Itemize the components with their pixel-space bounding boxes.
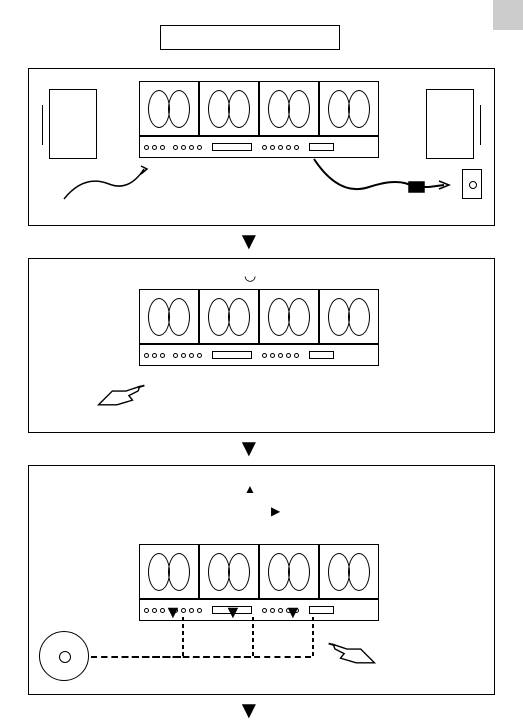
flow-arrow-1: ▼ bbox=[237, 228, 261, 256]
play-icon: ▶ bbox=[271, 504, 280, 518]
pointing-hand-icon bbox=[94, 371, 149, 416]
eject-icon: ▲ bbox=[244, 482, 256, 496]
flow-arrow-3: ▼ bbox=[237, 697, 261, 725]
speaker-unit bbox=[199, 81, 259, 136]
right-external-speaker bbox=[426, 89, 474, 159]
panel-3: ▲ ▶ ▼ ▼ ▼ bbox=[28, 465, 495, 695]
speaker-unit bbox=[319, 289, 379, 344]
stereo-device-2 bbox=[139, 289, 379, 366]
page-tab bbox=[493, 0, 523, 30]
dashed-line-3 bbox=[91, 656, 311, 658]
speaker-unit bbox=[199, 544, 259, 599]
insert-arrow-2: ▼ bbox=[224, 602, 242, 623]
curve-mark: ◡ bbox=[244, 267, 256, 284]
stereo-device-1 bbox=[139, 81, 379, 158]
speaker-unit bbox=[139, 544, 199, 599]
antenna-wire bbox=[59, 164, 149, 204]
dashed-up-1 bbox=[177, 614, 189, 659]
speaker-unit bbox=[139, 81, 199, 136]
cd-disc-icon bbox=[39, 631, 89, 681]
speaker-unit bbox=[319, 81, 379, 136]
insert-arrow-3: ▼ bbox=[284, 602, 302, 623]
panel-2: ◡ bbox=[28, 258, 495, 433]
pointing-hand-icon bbox=[324, 629, 379, 674]
wall-outlet bbox=[462, 169, 482, 199]
title-box bbox=[160, 25, 340, 50]
console-2 bbox=[139, 344, 379, 366]
dashed-up-2 bbox=[247, 614, 259, 659]
speaker-unit bbox=[259, 544, 319, 599]
speaker-unit bbox=[259, 81, 319, 136]
panel-1 bbox=[28, 68, 495, 226]
speaker-unit bbox=[259, 289, 319, 344]
speaker-unit bbox=[199, 289, 259, 344]
left-external-speaker bbox=[49, 89, 97, 159]
console-1 bbox=[139, 136, 379, 158]
speaker-unit bbox=[139, 289, 199, 344]
flow-arrow-2: ▼ bbox=[237, 435, 261, 463]
power-cable bbox=[309, 157, 459, 207]
dashed-up-3 bbox=[307, 614, 319, 659]
stereo-device-3: ▼ ▼ ▼ bbox=[139, 544, 379, 621]
speaker-unit bbox=[319, 544, 379, 599]
